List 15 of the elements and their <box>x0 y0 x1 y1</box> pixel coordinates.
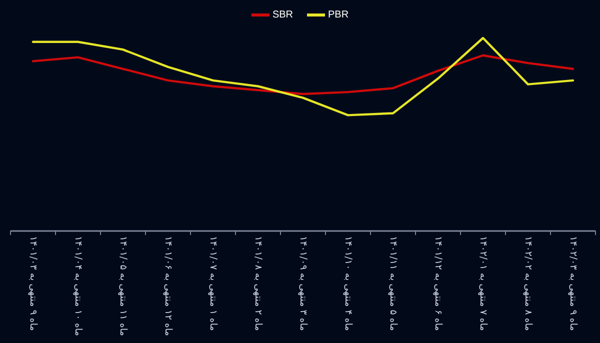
x-tick-label: ماه ۲ منتهی به ۱۴۰۱/۰۸ <box>252 236 264 331</box>
x-tick-label: ماه ۴ منتهی به ۱۴۰۱/۱۰ <box>342 236 354 331</box>
x-tick-label: ماه ۹ منتهی به ۱۴۰۲/۰۳ <box>568 236 578 331</box>
x-tick-label: ماه ۱۲ منتهی به ۱۴۰۱/۰۶ <box>162 236 174 336</box>
x-tick-label: ماه ۱۰ منتهی به ۱۴۰۱/۰۴ <box>72 236 84 336</box>
x-tick-label: ماه ۳ منتهی به ۱۴۰۱/۰۹ <box>298 236 308 331</box>
x-tick-label: ماه ۸ منتهی به ۱۴۰۲/۰۲ <box>522 236 534 331</box>
legend-label: SBR <box>272 10 293 20</box>
x-tick-label: ماه ۶ منتهی به ۱۴۰۱/۱۲ <box>432 236 444 331</box>
x-tick-label: ماه ۹ منتهی به ۱۴۰۱/۰۳ <box>28 236 38 331</box>
x-tick-label: ماه ۱۱ منتهی به ۱۴۰۱/۰۵ <box>118 236 128 336</box>
x-tick-label: ماه ۱ منتهی به ۱۴۰۱/۰۷ <box>208 236 218 331</box>
legend-label: PBR <box>328 10 349 20</box>
x-tick-label: ماه ۷ منتهی به ۱۴۰۲/۰۱ <box>478 236 488 331</box>
x-tick-label: ماه ۵ منتهی به ۱۴۰۱/۱۱ <box>388 236 398 331</box>
